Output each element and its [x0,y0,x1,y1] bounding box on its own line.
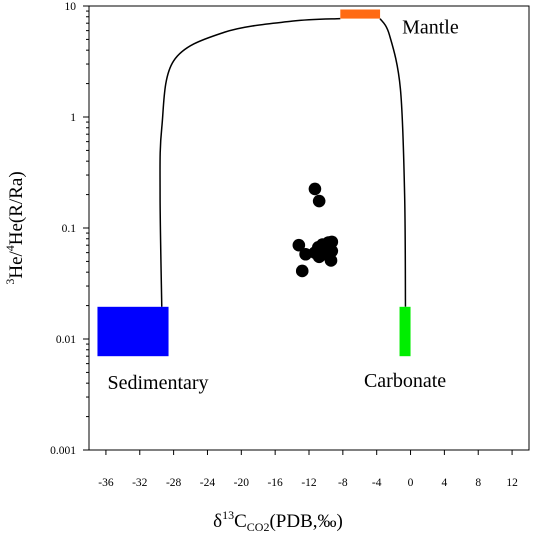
data-point [292,238,306,252]
x-axis-title: δ13CCO2(PDB,‰) [213,508,343,534]
x-tick-label: -24 [200,477,216,489]
end-member-regions [97,9,411,357]
x-tick-label: -32 [132,477,148,489]
x-tick-label: 12 [506,477,518,489]
y-tick-label: 0.1 [62,223,77,235]
y-tick-label: 10 [65,1,77,13]
data-point [295,264,309,278]
x-tick-label: 4 [442,477,448,489]
carbonate-label: Carbonate [364,370,446,392]
x-tick-label: -16 [267,477,283,489]
x-axis-ticks: -36 -32 -28 -24 -20 -16 -12 -8 -4 0 4 8 12 [98,450,518,489]
y-axis-ticks: 0.001 0.01 0.1 1 10 [50,1,89,457]
mixing-curves [159,17,407,307]
data-point [312,194,326,208]
mixing-curve [379,18,407,307]
x-tick-label: -8 [338,477,348,489]
data-point [299,247,312,261]
sedimentary-region [97,306,169,357]
y-axis-title: 3He/4He(R/Ra) [3,171,27,284]
mantle-label: Mantle [402,17,459,39]
sedimentary-label: Sedimentary [107,372,208,394]
x-tick-label: -36 [98,477,114,489]
data-point [308,182,322,196]
y-tick-label: 0.001 [50,445,76,457]
mantle-region [340,9,381,19]
data-point [312,250,326,264]
x-tick-label: -4 [372,477,382,489]
x-tick-label: -28 [166,477,182,489]
y-tick-label: 0.01 [56,334,76,346]
carbonate-region [399,306,411,357]
x-tick-label: 8 [475,477,481,489]
region-labels: Mantle Sedimentary Carbonate [107,17,458,395]
x-tick-label: -20 [234,477,250,489]
x-tick-label: -12 [301,477,317,489]
data-point [324,254,338,267]
mixing-curve [159,17,341,307]
x-tick-label: 0 [408,477,414,489]
y-tick-label: 1 [70,112,76,124]
data-points [292,182,339,278]
